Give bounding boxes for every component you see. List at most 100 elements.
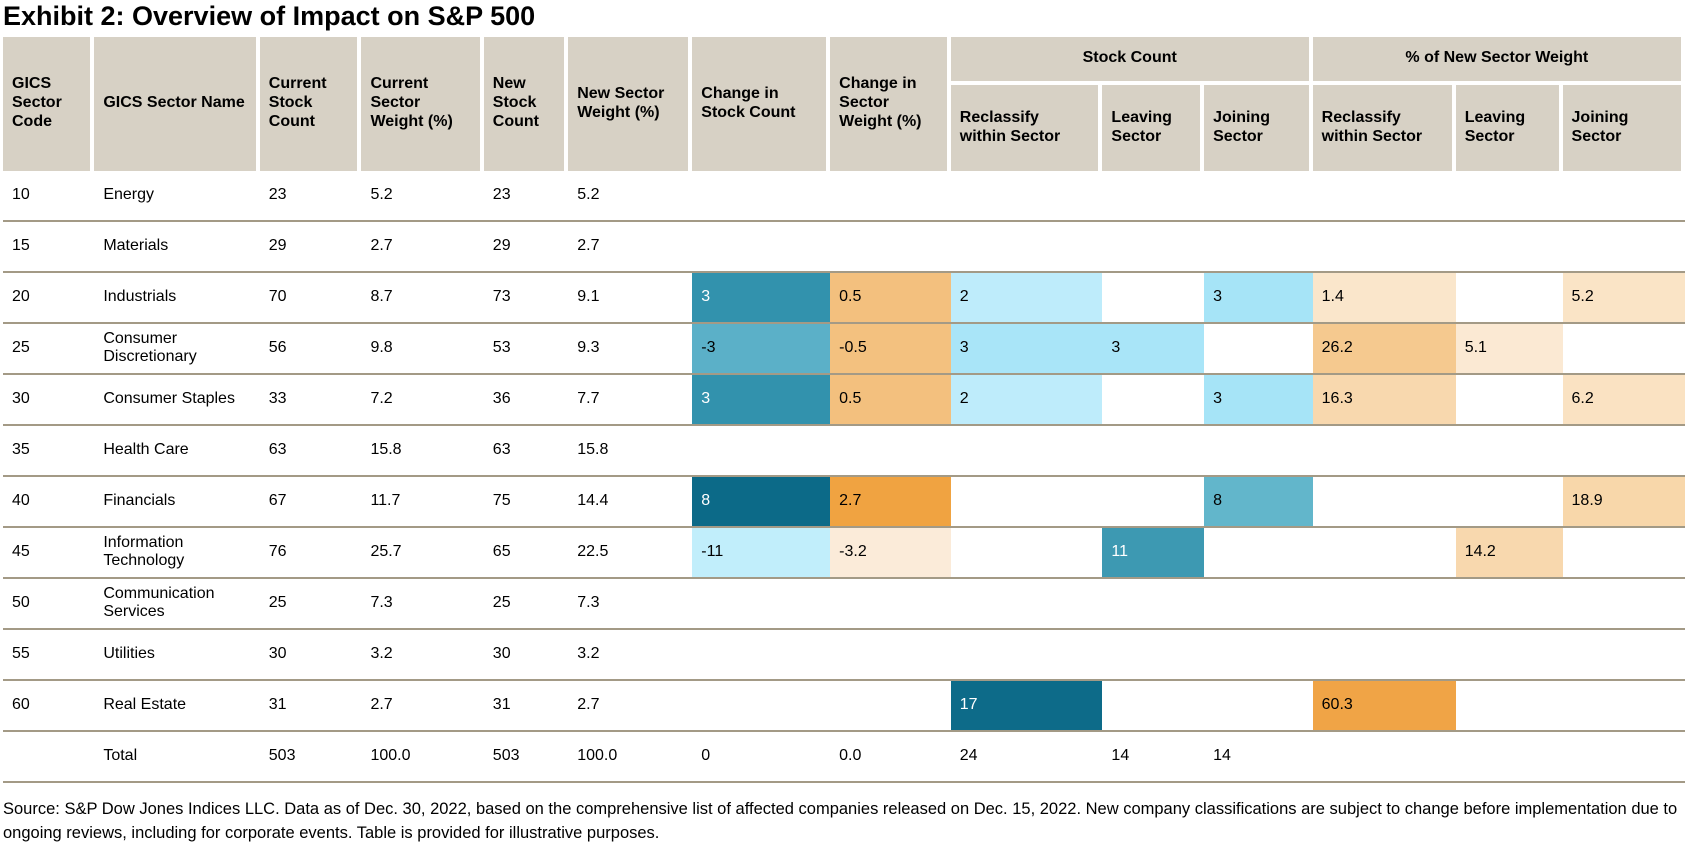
cell-name: Financials bbox=[94, 474, 260, 526]
cell-pw_leaving bbox=[1455, 423, 1563, 475]
table-row: 60 Real Estate 31 2.7 31 2.7 17 60.3 bbox=[3, 678, 1685, 730]
cell-sc_reclassify: 24 bbox=[950, 729, 1103, 783]
cell-change_count: -3 bbox=[692, 321, 831, 373]
cell-new_count: 29 bbox=[483, 219, 569, 271]
cell-name: Consumer Discretionary bbox=[94, 321, 260, 373]
cell-code: 45 bbox=[3, 525, 95, 577]
cell-sc_joining bbox=[1204, 423, 1313, 475]
cell-pw_leaving: 14.2 bbox=[1455, 525, 1563, 577]
group-header-stock-count: Stock Count bbox=[950, 36, 1313, 85]
cell-sc_leaving bbox=[1102, 372, 1205, 424]
cell-change_count: 3 bbox=[692, 372, 831, 424]
col-header-change-stock-count: Change in Stock Count bbox=[692, 36, 831, 171]
table-row: 50 Communication Services 25 7.3 25 7.3 bbox=[3, 576, 1685, 628]
table-header: GICS Sector Code GICS Sector Name Curren… bbox=[3, 36, 1685, 171]
cell-current_weight: 2.7 bbox=[361, 678, 484, 730]
cell-name: Utilities bbox=[94, 627, 260, 679]
page-title: Exhibit 2: Overview of Impact on S&P 500 bbox=[3, 1, 536, 31]
cell-new_weight: 3.2 bbox=[568, 627, 693, 679]
cell-current_count: 23 bbox=[268, 185, 287, 203]
cell-sc_joining: 14 bbox=[1204, 729, 1313, 783]
cell-current_count: 30 bbox=[259, 627, 362, 679]
cell-change_count bbox=[692, 678, 831, 730]
cell-current_count: 56 bbox=[259, 321, 362, 373]
cell-new_count: 31 bbox=[483, 678, 569, 730]
cell-pw_leaving bbox=[1455, 219, 1563, 271]
cell-code: 10 bbox=[12, 185, 30, 203]
cell-sc_joining bbox=[1204, 219, 1313, 271]
col-header-pw-joining: Joining Sector bbox=[1562, 84, 1685, 171]
cell-sc_joining bbox=[1204, 321, 1313, 373]
cell-sc_reclassify bbox=[950, 525, 1103, 577]
table-row: 20 Industrials 70 8.7 73 9.1 3 0.5 2 3 1.4 5.2 bbox=[3, 270, 1685, 322]
cell-sc_leaving bbox=[1102, 576, 1205, 628]
cell-sc_leaving: 3 bbox=[1102, 321, 1205, 373]
cell-pw_leaving bbox=[1455, 474, 1563, 526]
cell-current_weight: 15.8 bbox=[361, 423, 484, 475]
cell-sc_reclassify bbox=[950, 423, 1103, 475]
cell-pw_leaving bbox=[1455, 729, 1563, 783]
col-header-sc-leaving: Leaving Sector bbox=[1102, 84, 1205, 171]
cell-new_weight: 2.7 bbox=[568, 219, 693, 271]
table-row: 15 Materials 29 2.7 29 2.7 bbox=[3, 219, 1685, 271]
cell-change_weight bbox=[830, 627, 951, 679]
cell-sc_reclassify bbox=[950, 219, 1103, 271]
cell-sc_leaving bbox=[1102, 423, 1205, 475]
cell-change_count: 8 bbox=[692, 474, 831, 526]
cell-sc_reclassify: 2 bbox=[950, 372, 1103, 424]
cell-current_weight: 100.0 bbox=[361, 729, 484, 783]
cell-change_weight: 0.5 bbox=[830, 270, 951, 322]
cell-current_count: 33 bbox=[259, 372, 362, 424]
col-header-new-stock-count: New Stock Count bbox=[483, 36, 569, 171]
cell-sc_leaving: 14 bbox=[1102, 729, 1205, 783]
cell-pw_joining bbox=[1562, 525, 1685, 577]
col-header-current-sector-weight: Current Sector Weight (%) bbox=[361, 36, 484, 171]
cell-current_count: 31 bbox=[259, 678, 362, 730]
cell-new_weight: 15.8 bbox=[568, 423, 693, 475]
cell-code: 30 bbox=[3, 372, 95, 424]
cell-sc_joining bbox=[1204, 627, 1313, 679]
cell-current_weight: 3.2 bbox=[361, 627, 484, 679]
cell-current_count: 503 bbox=[259, 729, 362, 783]
cell-change_count: 0 bbox=[692, 729, 831, 783]
cell-pw_reclassify bbox=[1312, 423, 1456, 475]
cell-code: 50 bbox=[3, 576, 95, 628]
cell-new_count: 63 bbox=[483, 423, 569, 475]
cell-sc_leaving bbox=[1102, 171, 1204, 220]
col-header-gics-name: GICS Sector Name bbox=[94, 36, 260, 171]
cell-sc_leaving bbox=[1102, 474, 1205, 526]
cell-pw_leaving bbox=[1455, 576, 1563, 628]
cell-current_weight: 8.7 bbox=[361, 270, 484, 322]
cell-pw_joining bbox=[1562, 219, 1685, 271]
cell-pw_leaving bbox=[1455, 372, 1563, 424]
cell-code: 55 bbox=[3, 627, 95, 679]
col-header-new-sector-weight: New Sector Weight (%) bbox=[568, 36, 693, 171]
cell-pw_reclassify bbox=[1312, 576, 1456, 628]
source-note: Source: S&P Dow Jones Indices LLC. Data … bbox=[3, 799, 1678, 843]
cell-new_count: 65 bbox=[483, 525, 569, 577]
cell-new_count: 53 bbox=[483, 321, 569, 373]
cell-code: 25 bbox=[3, 321, 95, 373]
cell-new_count: 503 bbox=[483, 729, 569, 783]
cell-new_count: 36 bbox=[483, 372, 569, 424]
cell-code: 60 bbox=[3, 678, 95, 730]
col-header-gics-code: GICS Sector Code bbox=[3, 36, 95, 171]
table-row: 25 Consumer Discretionary 56 9.8 53 9.3 -3 -0.5… bbox=[3, 321, 1685, 373]
col-header-change-sector-weight: Change in Sector Weight (%) bbox=[830, 36, 951, 171]
cell-pw_reclassify bbox=[1313, 171, 1456, 220]
cell-new_count: 23 bbox=[492, 185, 511, 203]
cell-new_weight: 22.5 bbox=[568, 525, 693, 577]
cell-pw_joining bbox=[1563, 171, 1685, 220]
total-row: Total 503 100.0 503 100.0 0 0.0 24 14 14 bbox=[3, 729, 1685, 783]
cell-pw_joining bbox=[1562, 423, 1685, 475]
cell-new_weight: 9.3 bbox=[568, 321, 693, 373]
cell-change_count: -11 bbox=[692, 525, 831, 577]
cell-change_count bbox=[692, 576, 831, 628]
cell-change_count: 3 bbox=[692, 270, 831, 322]
cell-new_weight: 100.0 bbox=[568, 729, 693, 783]
cell-code: 40 bbox=[3, 474, 95, 526]
cell-name: Total bbox=[94, 729, 260, 783]
cell-sc_leaving bbox=[1102, 219, 1205, 271]
cell-name: Real Estate bbox=[94, 678, 260, 730]
cell-current_weight: 5.2 bbox=[370, 185, 393, 203]
